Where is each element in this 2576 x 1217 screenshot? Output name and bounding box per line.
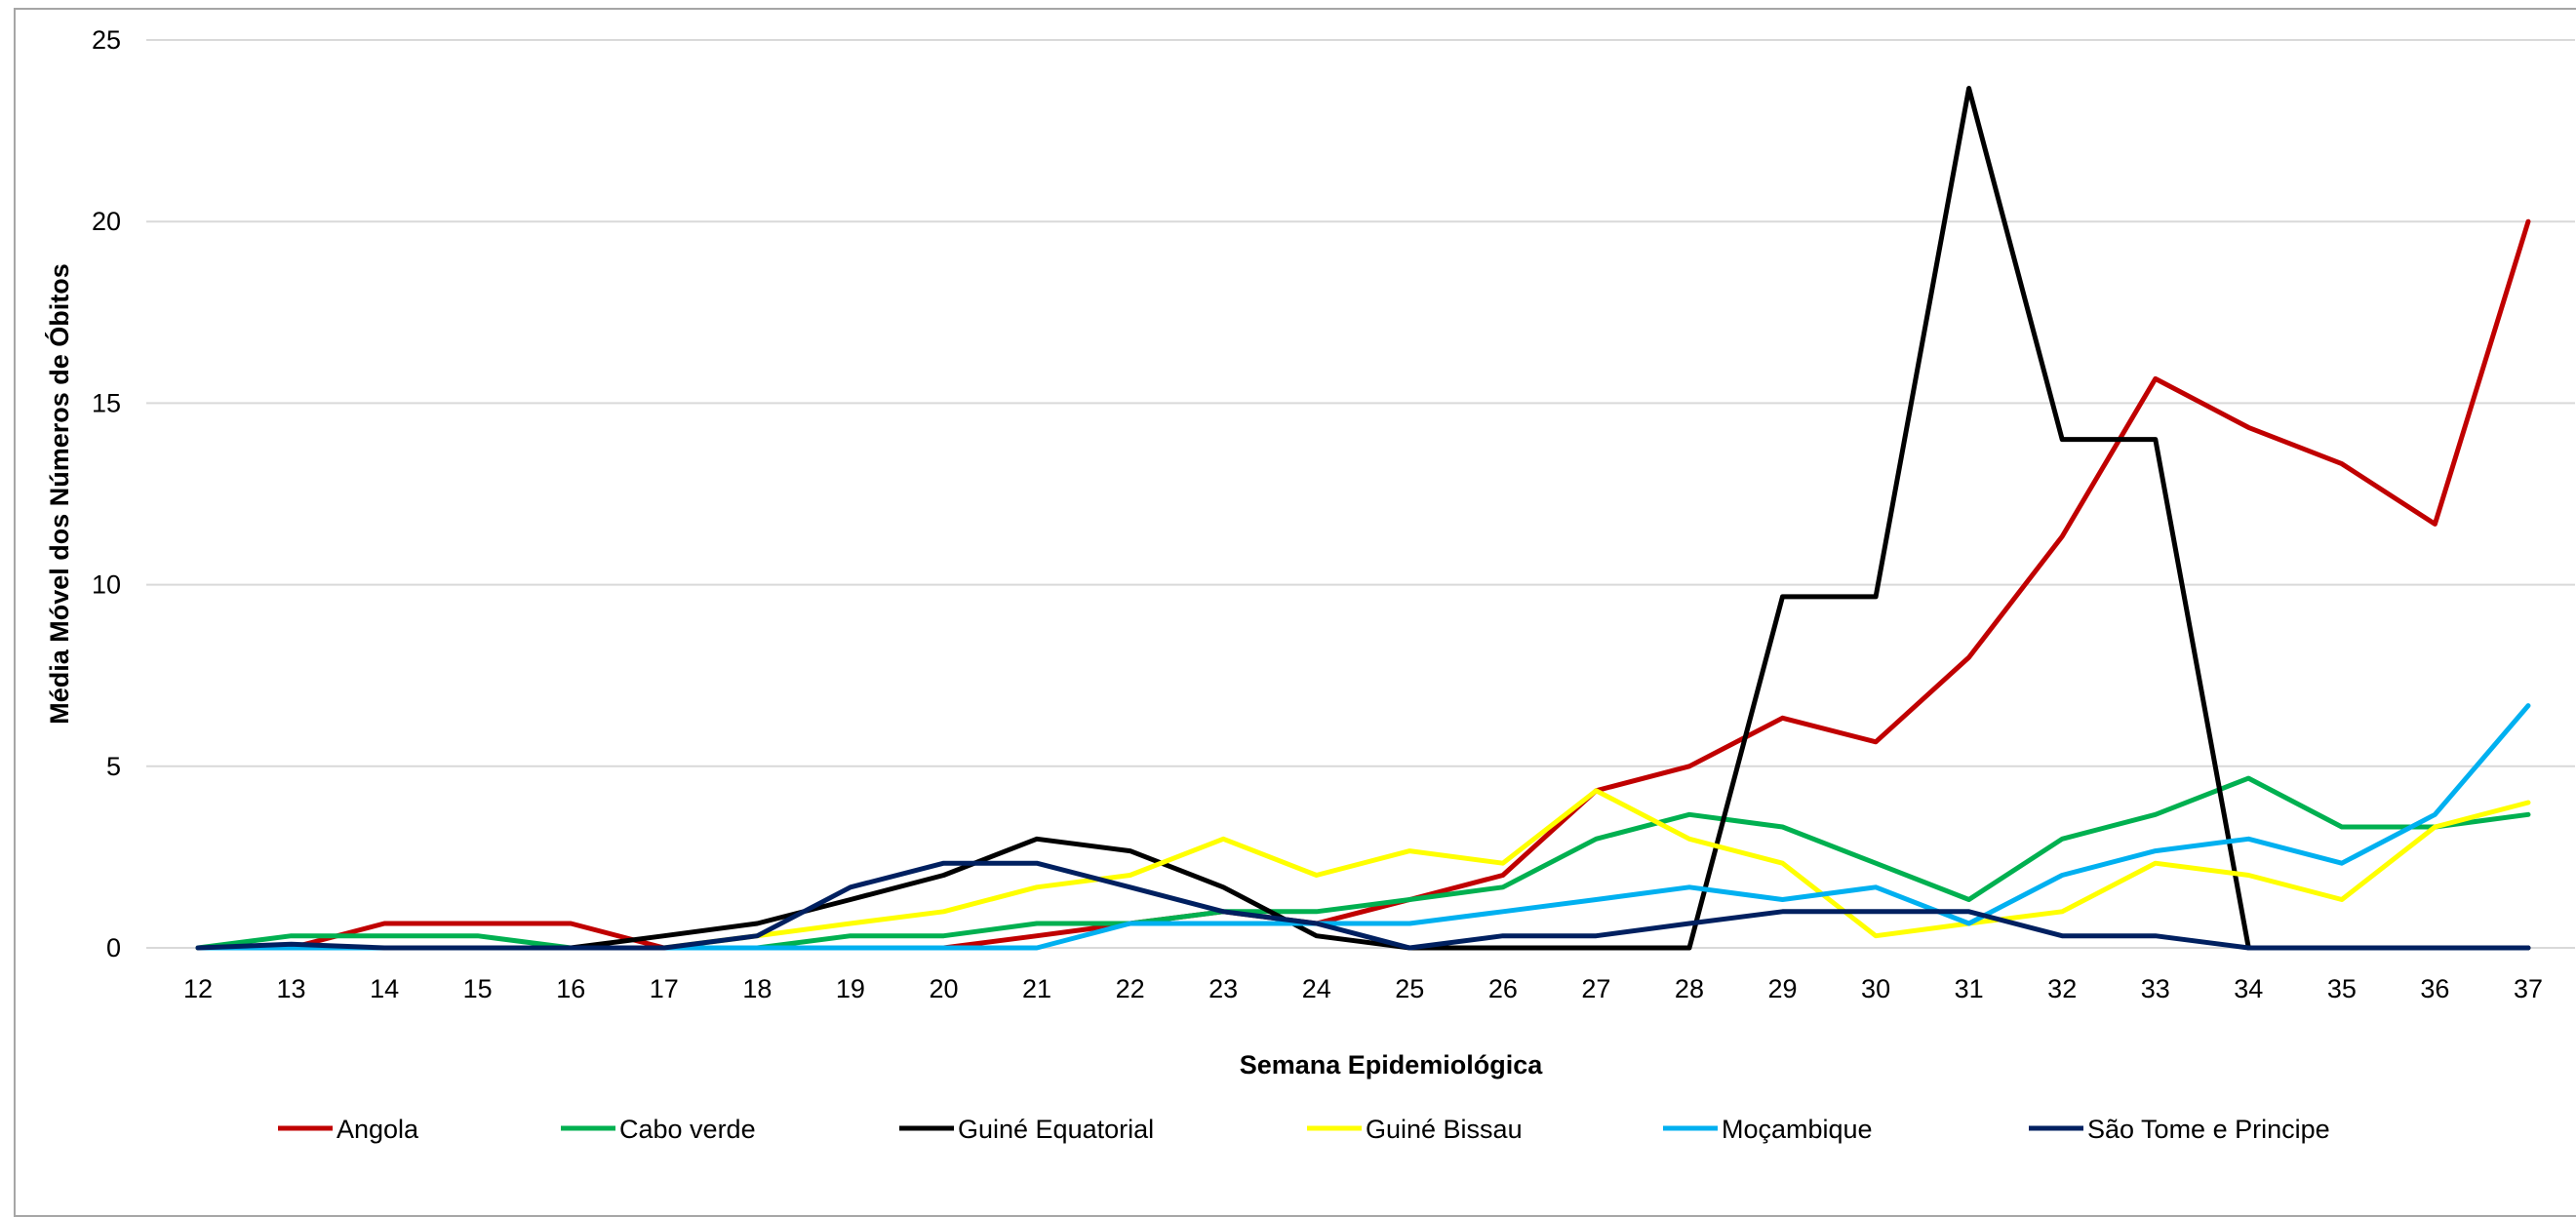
x-tick-label: 12	[183, 974, 213, 1003]
x-tick-labels: 12 13 14 15 16 17 18 19 20 21 22 23 24 25 26 27 28 29 30 31…	[183, 974, 2543, 1003]
x-tick-label: 36	[2420, 974, 2449, 1003]
x-tick-label: 27	[1581, 974, 1610, 1003]
x-tick-label: 35	[2327, 974, 2357, 1003]
x-tick-label: 23	[1209, 974, 1238, 1003]
x-tick-label: 30	[1861, 974, 1890, 1003]
series-line-angola	[195, 218, 2531, 951]
y-tick-labels: 0 5 10 15 20 25	[92, 25, 121, 962]
y-tick-label: 5	[106, 752, 121, 781]
series-lines	[195, 86, 2531, 951]
x-tick-label: 16	[556, 974, 585, 1003]
x-tick-label: 15	[463, 974, 493, 1003]
legend-label: Angola	[337, 1115, 419, 1144]
series-line-s-o-tome-e-principe	[195, 860, 2531, 951]
x-tick-label: 32	[2047, 974, 2077, 1003]
x-tick-label: 19	[836, 974, 865, 1003]
x-tick-label: 21	[1022, 974, 1051, 1003]
y-tick-label: 0	[106, 933, 121, 962]
x-tick-label: 34	[2234, 974, 2263, 1003]
legend-label: Guiné Equatorial	[958, 1115, 1154, 1144]
x-tick-label: 29	[1767, 974, 1797, 1003]
x-axis-title: Semana Epidemiológica	[1240, 1050, 1544, 1080]
x-tick-label: 37	[2514, 974, 2543, 1003]
y-tick-label: 20	[92, 207, 121, 236]
x-tick-label: 31	[1955, 974, 1984, 1003]
legend-label: Guiné Bissau	[1366, 1115, 1523, 1144]
y-tick-label: 10	[92, 570, 121, 600]
x-tick-label: 24	[1302, 974, 1331, 1003]
x-tick-label: 13	[277, 974, 306, 1003]
legend: Angola Cabo verde Guiné Equatorial Guiné Bi…	[278, 1115, 2330, 1144]
x-tick-label: 28	[1675, 974, 1704, 1003]
x-tick-label: 26	[1488, 974, 1518, 1003]
y-tick-label: 15	[92, 388, 121, 417]
gridlines	[146, 39, 2575, 767]
y-axis-title: Média Móvel dos Números de Óbitos	[44, 263, 74, 725]
legend-label: Moçambique	[1722, 1115, 1873, 1144]
x-tick-label: 14	[370, 974, 399, 1003]
legend-label: São Tome e Principe	[2087, 1115, 2330, 1144]
x-tick-label: 22	[1116, 974, 1145, 1003]
series-line-guin-equatorial	[195, 86, 2531, 951]
x-tick-label: 25	[1395, 974, 1424, 1003]
x-tick-label: 17	[650, 974, 679, 1003]
x-tick-label: 20	[929, 974, 958, 1003]
x-tick-label: 33	[2141, 974, 2170, 1003]
x-tick-label: 18	[742, 974, 772, 1003]
legend-label: Cabo verde	[619, 1115, 756, 1144]
y-tick-label: 25	[92, 25, 121, 55]
